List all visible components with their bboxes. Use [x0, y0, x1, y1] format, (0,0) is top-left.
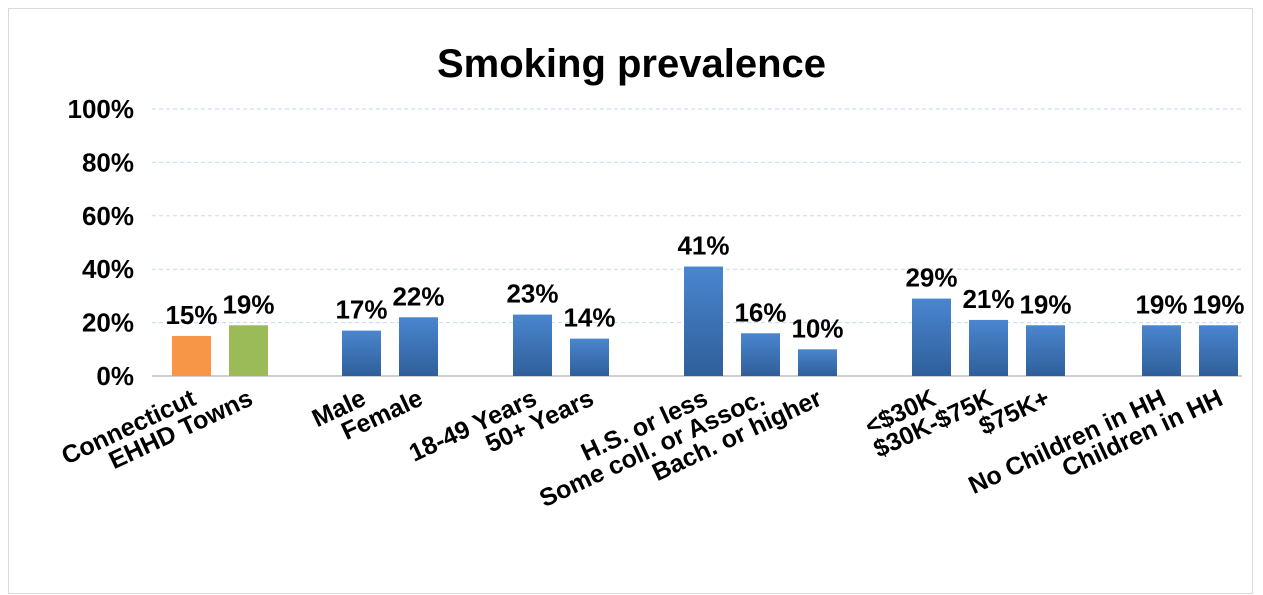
y-tick-label: 20% [82, 308, 134, 338]
bar [513, 314, 552, 376]
bar [1142, 325, 1181, 376]
y-tick-label: 40% [82, 254, 134, 284]
y-tick-label: 80% [82, 147, 134, 177]
data-label: 19% [1192, 289, 1244, 319]
bar [969, 319, 1008, 376]
data-label: 14% [563, 303, 615, 333]
bar [912, 298, 951, 376]
data-label: 21% [962, 284, 1014, 314]
chart-title: Smoking prevalence [436, 42, 827, 86]
y-tick-label: 100% [68, 94, 135, 124]
data-label: 19% [1135, 289, 1187, 319]
data-label: 41% [677, 231, 729, 261]
data-label: 29% [905, 263, 957, 293]
data-label: 10% [791, 313, 843, 343]
bar [570, 338, 609, 376]
data-label: 16% [734, 297, 786, 327]
chart-frame [8, 8, 1253, 594]
bar [741, 333, 780, 376]
bar [798, 349, 837, 376]
y-tick-label: 0% [96, 361, 134, 391]
data-label: 22% [392, 281, 444, 311]
bar [229, 325, 268, 376]
bar [342, 330, 381, 376]
bar [399, 317, 438, 376]
data-label: 15% [165, 300, 217, 330]
data-label: 19% [1019, 289, 1071, 319]
value-labels: 15% 19% 17% 22% 23%14%41%16%10%29%21% 19% 19% 1… [165, 231, 1244, 344]
y-axis-ticks: 0% 20% 40% 60% 80% 100% [68, 94, 135, 391]
data-label: 23% [506, 279, 558, 309]
data-label: 17% [335, 295, 387, 325]
bar [1199, 325, 1238, 376]
bar [1026, 325, 1065, 376]
data-label: 19% [222, 289, 274, 319]
bars [172, 266, 1238, 376]
bar [684, 266, 723, 376]
bar [172, 335, 211, 376]
y-tick-label: 60% [82, 201, 134, 231]
